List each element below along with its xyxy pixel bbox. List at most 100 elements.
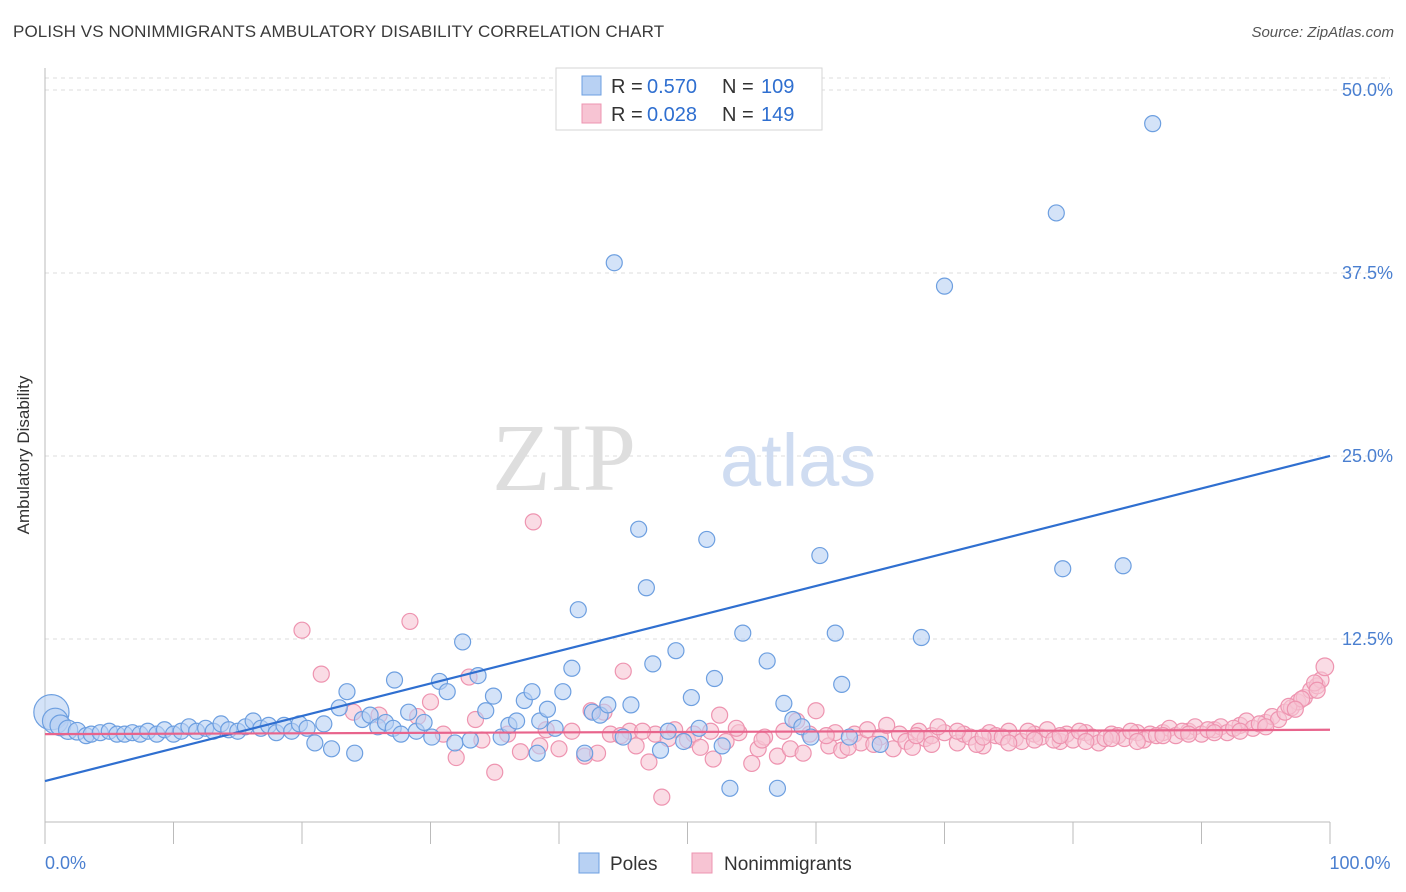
poles-point	[682, 688, 700, 707]
poles-point	[912, 628, 930, 647]
nonimmigrants-point	[929, 718, 947, 736]
poles-point	[871, 735, 889, 754]
poles-point	[538, 700, 557, 718]
poles-point	[840, 728, 859, 746]
bottom-legend-label-poles: Poles	[610, 854, 658, 875]
watermark-atlas: atlas	[720, 419, 876, 502]
poles-point	[306, 734, 324, 752]
y-tick-label: 25.0%	[1342, 446, 1393, 466]
poles-point	[667, 642, 685, 660]
poles-trend-line	[44, 454, 1331, 783]
nonimmigrants-point	[524, 513, 542, 531]
bottom-legend-swatch-nonimmigrants	[691, 852, 713, 874]
legend-n-label-poles: N =	[722, 76, 754, 98]
nonimmigrants-point	[1000, 734, 1018, 752]
y-tick-label: 12.5%	[1342, 629, 1393, 649]
nonimmigrants-point	[293, 621, 311, 639]
nonimmigrants-point	[447, 748, 465, 767]
poles-point	[675, 732, 693, 751]
chart-title: POLISH VS NONIMMIGRANTS AMBULATORY DISAB…	[13, 22, 665, 41]
nonimmigrants-point	[817, 727, 835, 745]
legend-swatch-poles	[581, 75, 602, 96]
nonimmigrants-point	[711, 706, 729, 724]
poles-point	[935, 277, 954, 295]
nonimmigrants-point	[421, 693, 440, 711]
legend-n-label-nonimmigrants: N =	[722, 104, 754, 126]
nonimmigrants-point	[974, 728, 992, 746]
nonimmigrants-point	[858, 721, 877, 739]
nonimmigrants-point	[401, 612, 419, 631]
poles-point	[546, 719, 564, 737]
nonimmigrants-point	[1308, 681, 1326, 699]
poles-point	[569, 601, 587, 619]
poles-point	[833, 675, 851, 693]
nonimmigrants-point	[653, 788, 671, 806]
nonimmigrants-point	[1180, 725, 1198, 743]
poles-point	[734, 624, 752, 642]
nonimmigrants-point	[753, 731, 771, 749]
poles-point	[1054, 560, 1072, 578]
poles-point	[1047, 204, 1065, 222]
nonimmigrants-point	[743, 754, 761, 773]
poles-point	[454, 633, 472, 651]
poles-point	[315, 715, 333, 733]
trend-layer	[44, 454, 1331, 783]
poles-point	[775, 694, 793, 713]
nonimmigrants-point	[640, 753, 658, 771]
nonimmigrants-point	[511, 743, 530, 761]
nonimmigrants-point	[704, 750, 722, 768]
nonimmigrants-point	[1231, 722, 1249, 740]
x-tick-label: 100.0%	[1329, 853, 1390, 873]
poles-point	[698, 530, 716, 549]
nonimmigrants-point	[807, 702, 825, 720]
poles-point	[576, 744, 594, 762]
poles-point	[385, 671, 404, 689]
poles-point	[507, 712, 526, 730]
y-tick-label: 37.5%	[1342, 263, 1393, 283]
poles-point	[630, 520, 648, 538]
poles-point	[346, 744, 364, 762]
legend-swatch-nonimmigrants	[581, 103, 602, 124]
nonimmigrants-point	[691, 738, 709, 756]
nonimmigrants-point	[486, 763, 504, 781]
poles-point	[484, 687, 503, 705]
x-tick-label: 0.0%	[45, 853, 86, 873]
nonimmigrants-point	[907, 727, 925, 745]
poles-point	[392, 725, 410, 743]
poles-point	[423, 728, 441, 746]
poles-point	[768, 779, 787, 797]
poles-point	[802, 728, 820, 746]
poles-point	[605, 254, 623, 272]
poles-point	[705, 669, 724, 688]
nonimmigrants-point	[1128, 732, 1146, 751]
poles-point	[599, 696, 617, 714]
poles-point	[622, 696, 640, 714]
legend-r-value-nonimmigrants: 0.028	[647, 104, 697, 126]
poles-point	[826, 624, 844, 642]
poles-point	[721, 779, 739, 797]
nonimmigrants-trend-line	[44, 728, 1331, 736]
poles-point	[758, 652, 776, 670]
points-layer	[33, 115, 1335, 806]
poles-point	[811, 546, 829, 565]
nonimmigrants-point	[768, 747, 787, 765]
nonimmigrants-point	[1205, 724, 1223, 742]
poles-point	[690, 719, 708, 737]
grid-layer	[45, 77, 1390, 640]
nonimmigrants-point	[1286, 700, 1304, 718]
watermark-zip: ZIP	[492, 404, 636, 511]
nonimmigrants-point	[1257, 718, 1275, 736]
poles-point	[446, 734, 464, 752]
nonimmigrants-point	[727, 719, 745, 737]
bottom-legend-label-nonimmigrants: Nonimmigrants	[724, 854, 852, 875]
poles-point	[528, 744, 546, 762]
nonimmigrants-point	[614, 662, 632, 680]
poles-point	[400, 703, 418, 721]
poles-point	[554, 683, 572, 701]
poles-point	[338, 683, 356, 701]
legend-r-label-poles: R =	[611, 76, 643, 98]
poles-point	[322, 740, 341, 758]
legend-n-value-poles: 109	[761, 76, 794, 98]
bottom-legend-swatch-poles	[578, 852, 600, 874]
nonimmigrants-point	[627, 737, 645, 755]
